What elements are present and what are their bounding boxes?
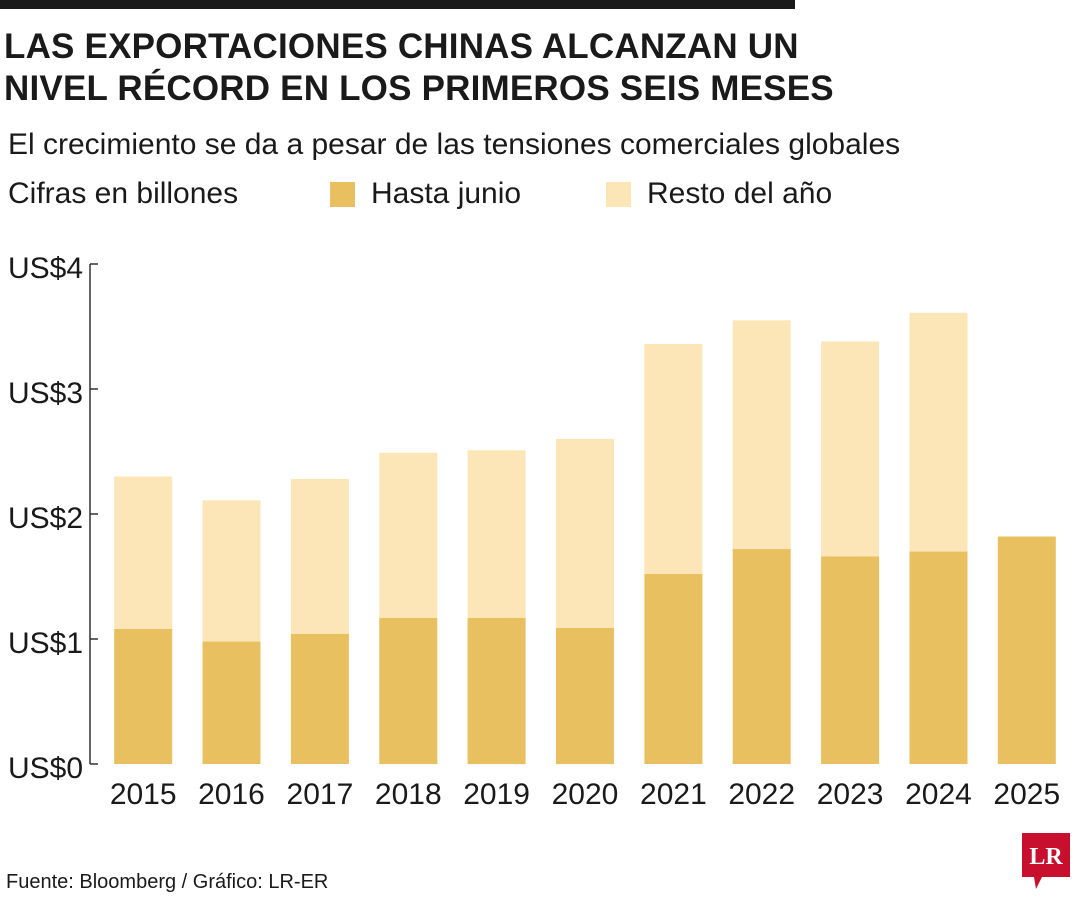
x-tick-label-2023: 2023 [817, 778, 884, 811]
bar-first-half-2017 [290, 634, 349, 764]
bar-rest-2022 [732, 320, 791, 550]
bar-rest-2023 [821, 341, 880, 557]
x-tick-label-2022: 2022 [728, 778, 795, 811]
chart-title-line-1: LAS EXPORTACIONES CHINAS ALCANZAN UN [4, 27, 799, 66]
legend-label-first-half: Hasta junio [371, 177, 522, 210]
chart-subtitle: El crecimiento se da a pesar de las tens… [8, 128, 901, 161]
x-tick-label-2020: 2020 [552, 778, 619, 811]
bar-first-half-2025 [997, 536, 1056, 764]
x-tick-label-2024: 2024 [905, 778, 972, 811]
x-tick-label-2018: 2018 [375, 778, 442, 811]
lr-logo-text: LR [1029, 844, 1063, 870]
units-label: Cifras en billones [8, 177, 239, 210]
bar-first-half-2019 [467, 617, 526, 765]
bar-rest-2024 [909, 312, 968, 552]
y-tick-label-3: US$3 [8, 377, 83, 410]
x-tick-label-2025: 2025 [993, 778, 1060, 811]
y-tick-label-4: US$4 [8, 252, 83, 285]
chart-title-line-2: NIVEL RÉCORD EN LOS PRIMEROS SEIS MESES [4, 69, 834, 108]
x-tick-label-2021: 2021 [640, 778, 707, 811]
y-tick-label-1: US$1 [8, 627, 83, 660]
legend-item-first-half: Hasta junio [330, 175, 521, 213]
chart-title: LAS EXPORTACIONES CHINAS ALCANZAN UN NIV… [4, 26, 1004, 110]
bar-rest-2020 [556, 439, 614, 628]
bar-rest-2017 [290, 479, 349, 634]
bar-rest-2015 [114, 476, 173, 629]
bar-first-half-2023 [821, 556, 880, 764]
bar-first-half-2020 [556, 627, 614, 765]
bar-first-half-2015 [114, 629, 173, 764]
bar-rest-2018 [379, 452, 438, 618]
x-tick-label-2017: 2017 [287, 778, 354, 811]
x-tick-label-2015: 2015 [110, 778, 177, 811]
stacked-bar-chart: 2015 2016 2017 2018 2019 2020 2021 2022 2023 2024… [8, 252, 1060, 811]
y-tick-label-2: US$2 [8, 502, 83, 535]
source-credit: Fuente: Bloomberg / Gráfico: LR-ER [6, 871, 329, 893]
bar-first-half-2021 [644, 574, 703, 764]
bar-rest-2019 [467, 450, 526, 618]
bar-rest-2016 [202, 500, 261, 642]
bar-first-half-2018 [379, 617, 438, 765]
bar-first-half-2024 [909, 551, 968, 764]
bar-rest-2021 [644, 344, 703, 574]
lr-logo: LR [1022, 833, 1070, 889]
legend-label-rest: Resto del año [647, 177, 833, 210]
top-rule [0, 0, 795, 9]
x-tick-label-2019: 2019 [463, 778, 530, 811]
y-tick-label-0: US$0 [8, 752, 83, 785]
legend-item-rest: Resto del año [606, 175, 832, 213]
x-tick-label-2016: 2016 [198, 778, 265, 811]
bar-first-half-2016 [202, 641, 261, 764]
legend-swatch-first-half [330, 181, 355, 207]
legend-swatch-rest [606, 181, 631, 207]
bar-first-half-2022 [732, 549, 791, 764]
